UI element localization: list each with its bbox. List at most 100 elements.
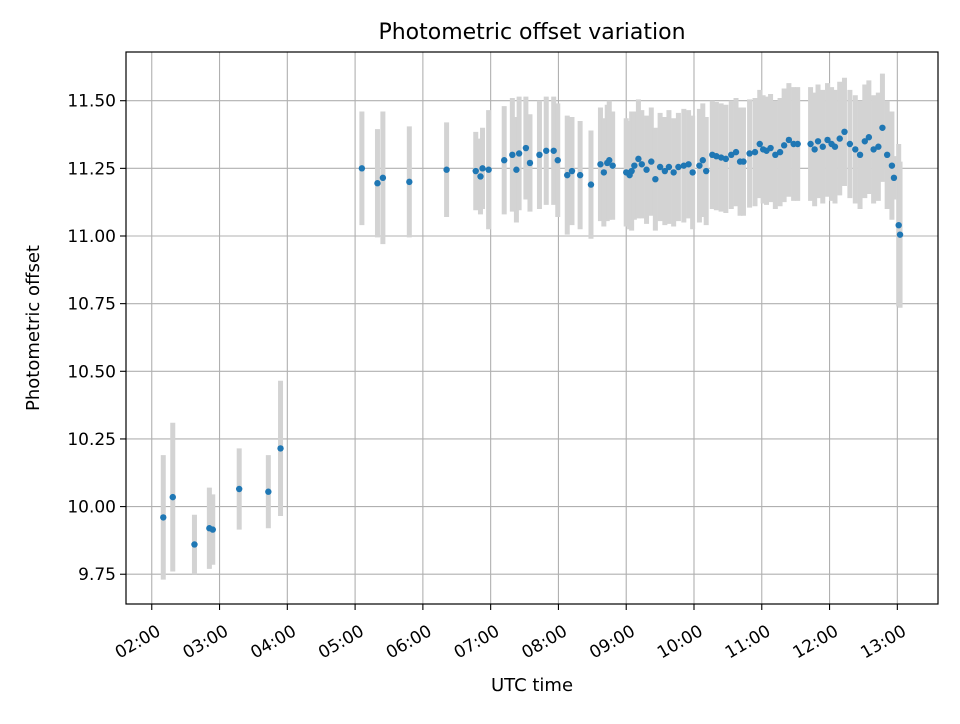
data-point xyxy=(543,147,550,154)
data-point xyxy=(751,148,759,156)
data-point xyxy=(606,157,613,164)
data-point xyxy=(661,167,669,175)
data-point xyxy=(160,514,167,521)
data-point xyxy=(888,162,896,169)
data-point xyxy=(501,157,508,164)
data-point xyxy=(379,174,387,182)
y-tick-label: 10.00 xyxy=(67,498,116,518)
data-point xyxy=(780,142,788,149)
y-tick-label: 9.75 xyxy=(78,565,116,585)
data-point xyxy=(597,161,604,168)
data-point xyxy=(600,169,608,176)
data-point xyxy=(472,167,479,175)
data-point xyxy=(631,162,638,169)
data-point xyxy=(870,146,877,153)
data-point xyxy=(794,140,801,148)
data-point xyxy=(732,148,740,156)
data-point xyxy=(740,158,747,165)
data-point xyxy=(846,140,854,148)
data-point xyxy=(785,136,793,144)
data-point xyxy=(699,157,707,164)
data-points xyxy=(160,124,904,548)
data-point xyxy=(665,163,673,171)
data-point xyxy=(564,171,571,179)
data-point xyxy=(841,128,848,136)
data-point xyxy=(609,162,616,169)
data-point xyxy=(635,155,642,163)
plot-area xyxy=(125,51,939,605)
y-tick-label: 11.25 xyxy=(67,159,116,179)
data-point xyxy=(536,151,543,159)
data-point xyxy=(406,178,413,186)
data-point xyxy=(890,174,898,182)
data-point xyxy=(852,146,859,153)
chart-title: Photometric offset variation xyxy=(378,20,685,45)
data-point xyxy=(689,169,696,176)
data-point xyxy=(776,148,784,156)
y-tick-label: 10.25 xyxy=(67,430,116,450)
data-point xyxy=(265,488,272,495)
data-point xyxy=(746,150,753,157)
data-point xyxy=(722,155,730,163)
data-point xyxy=(522,144,530,152)
data-point xyxy=(358,165,366,172)
data-point xyxy=(477,173,484,180)
data-point xyxy=(638,161,646,168)
data-point xyxy=(652,175,659,183)
data-point xyxy=(865,134,873,141)
data-point xyxy=(277,445,284,452)
y-tick-label: 11.50 xyxy=(67,92,116,112)
data-point xyxy=(675,163,682,171)
data-point xyxy=(209,526,216,533)
data-point xyxy=(895,221,902,229)
data-point xyxy=(879,124,886,131)
data-point xyxy=(836,135,843,142)
y-axis-label: Photometric offset xyxy=(23,245,44,411)
data-point xyxy=(374,180,381,187)
data-point xyxy=(235,485,243,493)
data-point xyxy=(191,541,198,548)
data-point xyxy=(643,166,650,173)
y-tick-label: 11.00 xyxy=(67,227,116,247)
data-point xyxy=(550,147,557,154)
axes-frame xyxy=(125,51,939,605)
data-point xyxy=(696,162,703,169)
data-point xyxy=(648,158,655,165)
data-point xyxy=(568,167,576,175)
data-point xyxy=(824,136,831,144)
data-point xyxy=(509,151,516,159)
y-axis-ticks: 9.75 10.00 10.25 10.50 10.75 11.00 11.25 11.50 xyxy=(67,92,126,585)
data-point xyxy=(896,231,904,238)
data-point xyxy=(856,151,864,159)
data-point xyxy=(883,151,891,159)
data-point xyxy=(814,138,822,145)
data-point xyxy=(513,166,520,173)
data-point xyxy=(576,171,584,179)
y-tick-label: 10.75 xyxy=(67,295,116,315)
data-point xyxy=(554,157,561,164)
data-point xyxy=(515,150,523,157)
data-point xyxy=(861,138,868,145)
data-point xyxy=(485,166,492,173)
data-point xyxy=(819,143,826,150)
data-point xyxy=(767,144,774,152)
data-point xyxy=(811,146,818,153)
data-point xyxy=(685,161,692,168)
data-point xyxy=(628,167,635,175)
data-point xyxy=(169,493,176,501)
data-point xyxy=(728,151,735,159)
data-point xyxy=(756,140,763,148)
data-point xyxy=(807,140,814,148)
data-point xyxy=(479,165,486,172)
y-tick-label: 10.50 xyxy=(67,362,116,382)
x-axis-label: UTC time xyxy=(491,675,573,696)
data-point xyxy=(831,143,839,150)
data-point xyxy=(772,151,779,159)
data-point xyxy=(526,159,534,167)
data-point xyxy=(443,166,450,173)
data-point xyxy=(875,143,882,150)
data-point xyxy=(702,167,710,175)
data-point xyxy=(656,163,664,171)
